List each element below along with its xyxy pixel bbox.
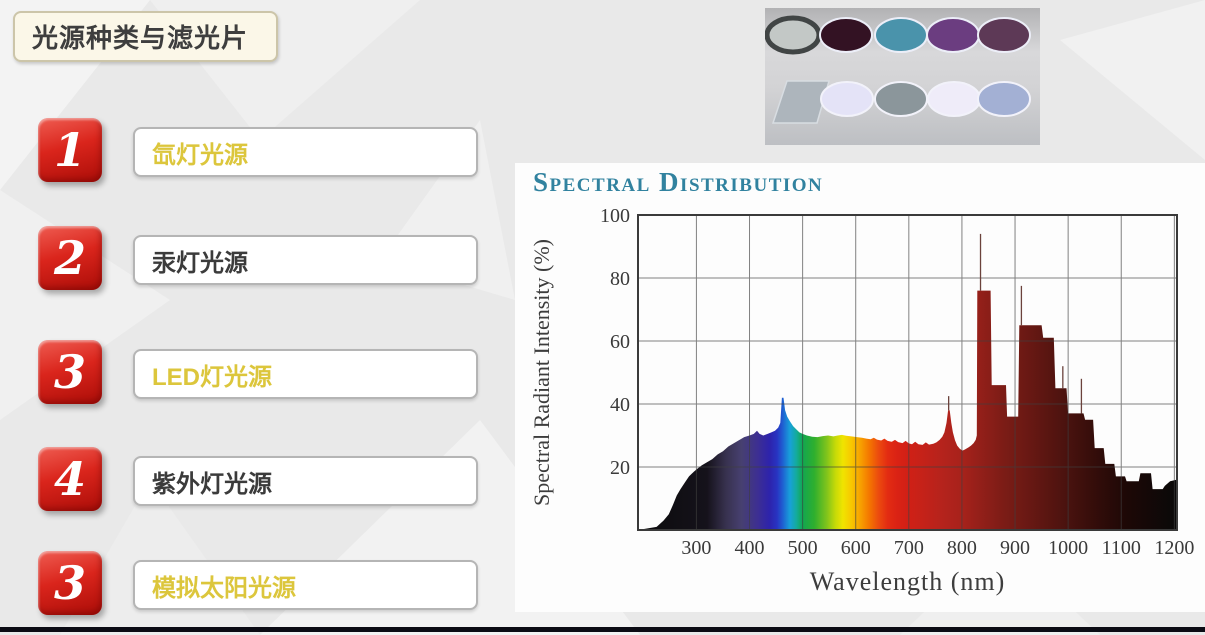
- list-item: 2 汞灯光源: [38, 226, 488, 296]
- periwinkle-filter-icon: [977, 81, 1031, 117]
- item-label-box: 氙灯光源: [133, 127, 478, 177]
- slide-footer-bar: [0, 627, 1205, 632]
- svg-text:600: 600: [841, 537, 871, 559]
- item-number: 4: [53, 452, 86, 506]
- chart-x-axis-label: Wavelength (nm): [809, 567, 1006, 596]
- gray-filter-icon: [874, 81, 928, 117]
- plot-frame: [637, 214, 1178, 531]
- pale-lavender-filter-icon: [820, 81, 874, 117]
- list-item: 3 模拟太阳光源: [38, 551, 488, 621]
- item-number: 3: [53, 556, 86, 610]
- item-label-box: LED灯光源: [133, 349, 478, 399]
- slide-title: 光源种类与滤光片: [32, 23, 249, 53]
- item-number: 2: [53, 231, 86, 285]
- filters-photo: [764, 8, 1040, 145]
- svg-text:80: 80: [610, 268, 630, 290]
- svg-text:900: 900: [1000, 537, 1030, 559]
- list-item: 1 氙灯光源: [38, 118, 488, 188]
- svg-text:400: 400: [735, 537, 765, 559]
- spectrum-area-series: [638, 290, 1177, 530]
- svg-text:100: 100: [600, 205, 630, 227]
- item-label: LED灯光源: [152, 363, 272, 391]
- svg-text:1200: 1200: [1154, 537, 1194, 559]
- item-label: 汞灯光源: [152, 249, 248, 277]
- glass-plate-icon: [771, 80, 830, 124]
- emission-line-spikes: [948, 233, 1083, 414]
- svg-text:700: 700: [894, 537, 924, 559]
- item-label-box: 紫外灯光源: [133, 456, 478, 506]
- svg-text:1100: 1100: [1102, 537, 1141, 559]
- item-number-badge: 3: [38, 340, 102, 404]
- list-item: 3 LED灯光源: [38, 340, 488, 410]
- item-number-badge: 2: [38, 226, 102, 290]
- svg-text:500: 500: [788, 537, 818, 559]
- silver-lens-with-dark-ring-icon: [764, 15, 822, 55]
- axis-tick-labels: 20 40 60 80 100 300 400 500 600 700 800 900 1000 1100…: [600, 205, 1194, 559]
- spectral-chart-panel: Spectral Distribution Spectral Radiant I…: [515, 163, 1205, 612]
- teal-filter-icon: [874, 17, 928, 53]
- item-number: 3: [53, 345, 86, 399]
- item-number-badge: 3: [38, 551, 102, 615]
- spectral-distribution-chart: 20 40 60 80 100 300 400 500 600 700 800 900 1000 1100…: [600, 205, 1194, 559]
- item-label-box: 汞灯光源: [133, 235, 478, 285]
- item-label-box: 模拟太阳光源: [133, 560, 478, 610]
- purple-filter-icon: [926, 17, 980, 53]
- list-item: 4 紫外灯光源: [38, 447, 488, 517]
- chart-title: Spectral Distribution: [533, 167, 824, 197]
- item-number-badge: 4: [38, 447, 102, 511]
- svg-text:60: 60: [610, 331, 630, 353]
- item-label: 氙灯光源: [152, 141, 248, 169]
- svg-text:300: 300: [681, 537, 711, 559]
- svg-text:40: 40: [610, 394, 630, 416]
- item-number: 1: [53, 123, 86, 177]
- slide-title-box: 光源种类与滤光片: [13, 11, 278, 62]
- svg-text:20: 20: [610, 457, 630, 479]
- plum-filter-icon: [977, 17, 1031, 53]
- item-label: 紫外灯光源: [152, 470, 272, 498]
- svg-text:800: 800: [947, 537, 977, 559]
- filters-image: [764, 15, 1031, 124]
- svg-text:1000: 1000: [1048, 537, 1088, 559]
- white-filter-icon: [927, 81, 981, 117]
- item-number-badge: 1: [38, 118, 102, 182]
- dark-maroon-filter-icon: [819, 17, 873, 53]
- item-label: 模拟太阳光源: [152, 574, 296, 602]
